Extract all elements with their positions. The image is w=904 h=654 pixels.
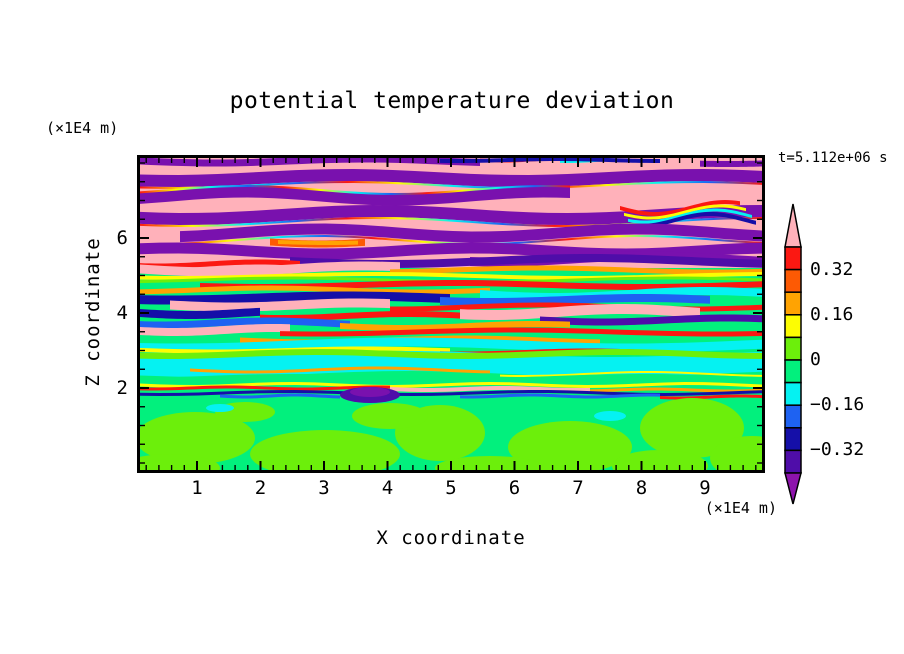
colorbar-tick-label: 0 xyxy=(810,349,821,370)
y-axis-title: Z coordinate xyxy=(82,237,104,387)
x-tick-label: 6 xyxy=(508,477,521,499)
colorbar-svg xyxy=(784,203,802,505)
colorbar-tick-label: 0.16 xyxy=(810,303,854,325)
colorbar xyxy=(783,203,803,505)
time-annotation: t=5.112e+06 s xyxy=(778,150,888,166)
x-axis-title: X coordinate xyxy=(376,527,526,549)
x-tick-label: 9 xyxy=(699,477,711,499)
x-tick-label: 3 xyxy=(318,477,330,499)
contour-field-svg xyxy=(140,158,762,470)
colorbar-tick-label: −0.16 xyxy=(810,394,865,416)
x-tick-label: 2 xyxy=(254,477,267,499)
y-axis-unit-label: (×1E4 m) xyxy=(46,119,119,137)
colorbar-tick-label: −0.32 xyxy=(810,439,865,461)
y-tick-label: 6 xyxy=(116,227,128,249)
x-tick-label: 4 xyxy=(381,477,394,499)
colorbar-tick-label: 0.32 xyxy=(810,258,854,280)
y-tick-label: 4 xyxy=(116,302,128,324)
x-tick-label: 8 xyxy=(635,477,648,499)
x-tick-label: 7 xyxy=(572,477,584,499)
x-tick-label: 1 xyxy=(191,477,203,499)
x-tick-label: 5 xyxy=(445,477,457,499)
x-axis-unit-label: (×1E4 m) xyxy=(704,499,777,517)
chart-title: potential temperature deviation xyxy=(229,88,675,114)
y-tick-label: 2 xyxy=(116,377,128,399)
plot-area xyxy=(137,155,765,473)
